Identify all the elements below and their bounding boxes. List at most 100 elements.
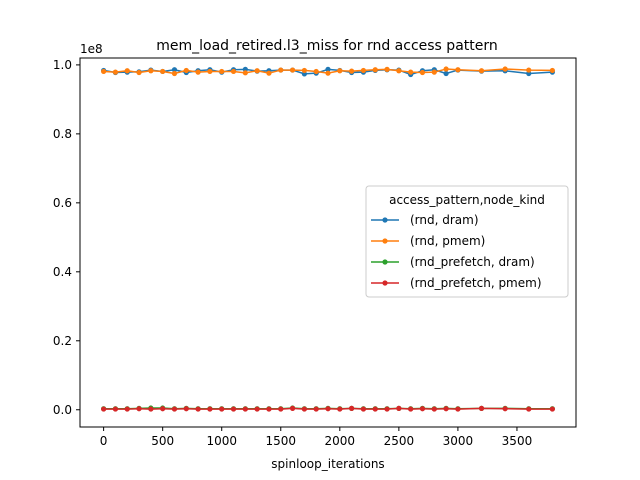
legend-entry-label: (rnd, pmem) [410,234,485,248]
data-point [313,406,319,412]
x-tick-label: 2000 [325,434,356,448]
data-point [419,406,426,412]
data-point [101,406,107,412]
data-point [124,68,130,74]
data-point [396,68,402,74]
data-point [455,67,461,73]
y-tick-label: 1.0 [53,58,72,72]
data-point [124,406,130,412]
y-tick-label: 0.8 [53,127,72,141]
data-point [325,70,331,76]
legend-entry-label: (rnd_prefetch, dram) [410,255,535,269]
data-point [502,66,508,72]
data-point [431,406,437,412]
x-tick-label: 2500 [384,434,415,448]
data-point [160,406,166,412]
data-point [372,406,378,412]
legend-swatch-marker [382,217,388,223]
data-point [301,406,307,412]
x-axis-label: spinloop_iterations [271,457,384,471]
legend-title: access_pattern,node_kind [389,193,545,207]
data-point [478,405,485,411]
y-tick-label: 0.4 [53,265,72,279]
y-tick-label: 0.2 [53,334,72,348]
data-point [337,68,343,74]
data-point [207,406,213,412]
data-point [195,406,201,412]
data-point [254,406,260,412]
data-point [278,67,284,73]
x-tick-label: 0 [100,434,108,448]
data-point [431,69,437,75]
data-point [325,66,331,72]
data-point [443,406,449,412]
x-tick-label: 3000 [443,434,474,448]
axes-frame [79,57,577,428]
x-tick-label: 3500 [502,434,533,448]
data-point [266,70,272,76]
data-point [372,67,378,73]
legend-box [365,185,569,298]
data-point [301,67,307,74]
data-point [349,68,355,74]
legend-swatch-marker [382,259,388,265]
data-point [384,66,390,72]
data-point [160,68,166,75]
data-point [183,67,189,74]
legend-swatch-marker [382,280,388,286]
legend-entry-label: (rnd_prefetch, pmem) [410,276,542,290]
data-point [289,405,296,411]
y-tick-label: 0.0 [53,403,72,417]
data-point [278,406,284,412]
data-point [455,406,461,412]
data-point [313,68,319,75]
data-point [101,68,107,75]
data-point [148,406,154,412]
x-tick-label: 1000 [206,434,237,448]
data-point [195,69,201,75]
plot-area [101,66,555,412]
data-point [396,405,402,411]
data-point [242,70,248,76]
data-point [549,67,555,74]
data-point [360,67,367,74]
data-point [325,406,331,412]
data-point [502,406,508,412]
data-point [289,67,296,73]
data-point [112,406,119,412]
data-point [254,68,260,74]
data-point [526,406,532,412]
data-point [443,70,449,77]
y-tick-label: 0.6 [53,196,72,210]
data-point [183,406,189,412]
data-point [408,406,414,412]
chart-title: mem_load_retired.l3_miss for rnd access … [156,38,498,54]
data-point [112,69,119,75]
data-point [337,406,343,412]
y-offset-label: 1e8 [80,42,103,56]
x-tick-label: 1500 [265,434,296,448]
data-point [207,68,213,75]
legend-entry-label: (rnd, dram) [410,213,479,227]
data-point [171,67,178,73]
data-point [549,406,555,412]
data-point [230,406,237,412]
legend-swatch-marker [382,238,388,244]
legend: access_pattern,node_kind (rnd, dram) (rnd… [365,185,569,298]
data-point [136,406,142,412]
data-point [148,68,154,74]
x-tick-label: 500 [151,434,174,448]
data-point [219,406,225,412]
data-point [408,69,414,75]
data-point [136,69,142,76]
data-point [171,406,178,412]
data-point [219,68,225,75]
data-point [478,68,485,74]
data-point [230,68,237,75]
data-point [171,70,178,77]
data-point [419,69,426,76]
data-point [526,67,532,73]
data-point [266,406,272,412]
data-point [242,406,248,412]
